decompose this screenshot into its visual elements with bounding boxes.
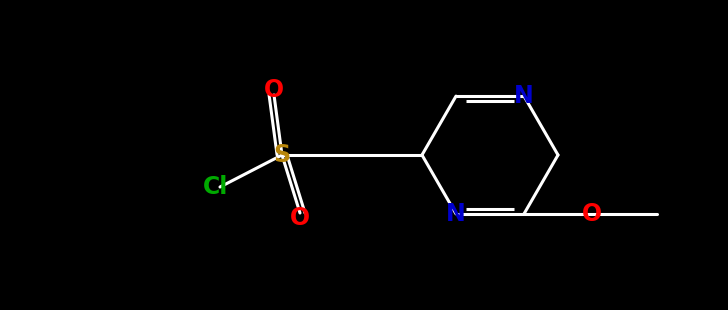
Text: O: O bbox=[582, 202, 602, 226]
Text: O: O bbox=[264, 78, 284, 102]
Text: S: S bbox=[274, 143, 290, 167]
Text: Cl: Cl bbox=[203, 175, 229, 199]
Text: O: O bbox=[290, 206, 310, 230]
Text: N: N bbox=[446, 202, 466, 226]
Text: N: N bbox=[514, 84, 534, 108]
